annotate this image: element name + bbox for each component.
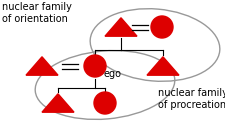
Text: nuclear family
of procreation: nuclear family of procreation (158, 88, 225, 110)
Polygon shape (105, 18, 137, 36)
Text: ego: ego (103, 69, 121, 79)
Circle shape (151, 16, 173, 38)
Text: nuclear family
of orientation: nuclear family of orientation (2, 2, 72, 24)
Polygon shape (26, 57, 58, 75)
Circle shape (94, 92, 116, 114)
Circle shape (84, 55, 106, 77)
Polygon shape (147, 57, 179, 75)
Polygon shape (42, 94, 74, 112)
